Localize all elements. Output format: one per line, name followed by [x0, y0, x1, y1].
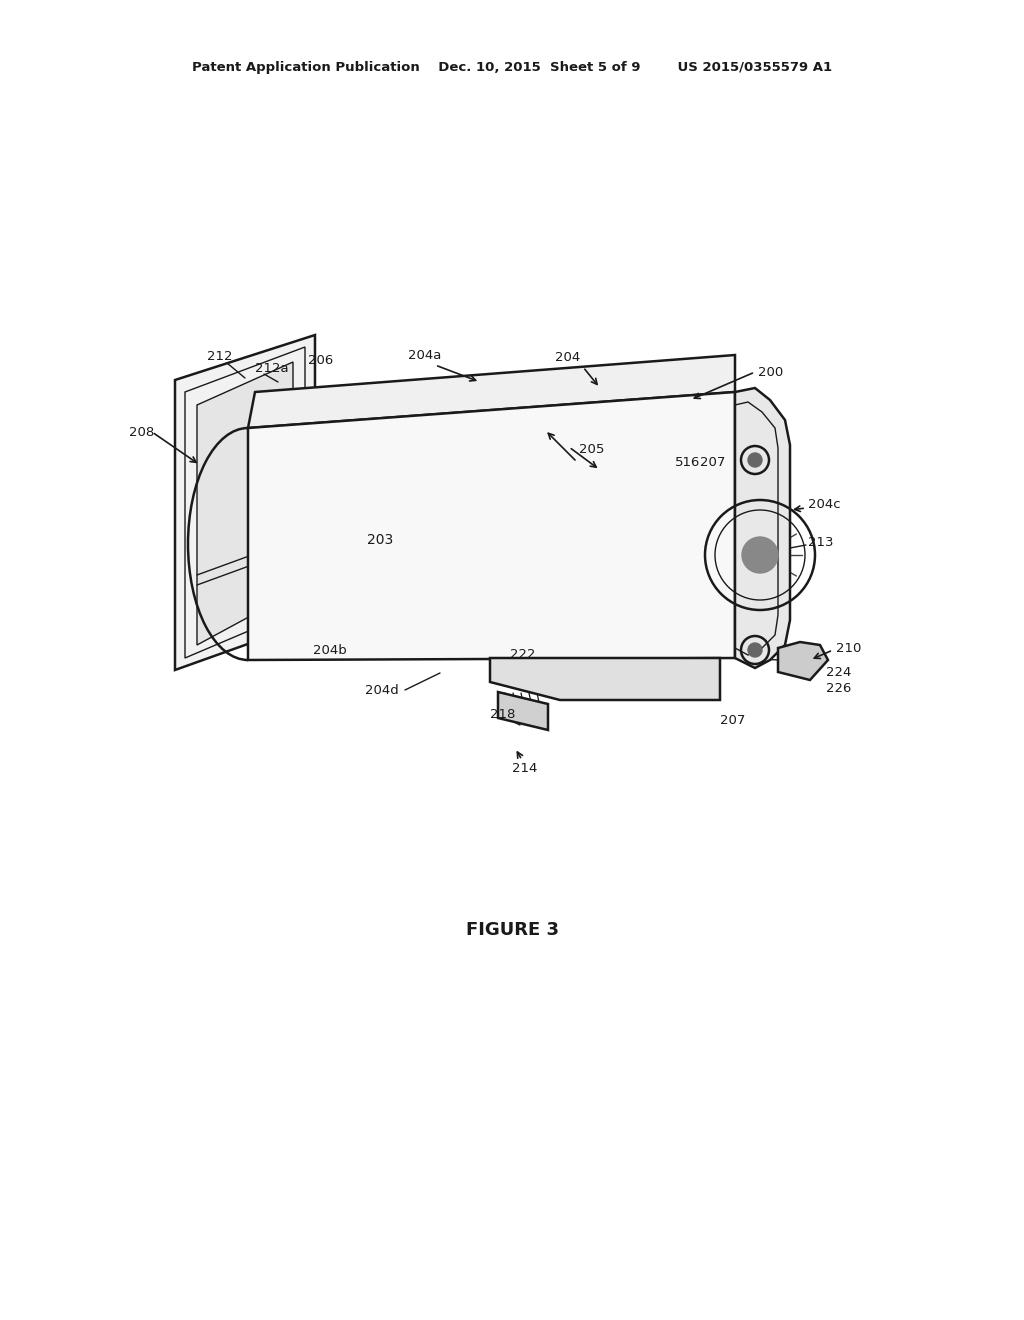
Text: 214: 214 — [512, 762, 538, 775]
Polygon shape — [498, 692, 548, 730]
Text: 212a: 212a — [255, 362, 289, 375]
Text: 212: 212 — [207, 351, 232, 363]
Circle shape — [748, 643, 762, 657]
Circle shape — [742, 537, 778, 573]
Polygon shape — [778, 642, 828, 680]
Text: 224: 224 — [826, 665, 851, 678]
Polygon shape — [197, 362, 293, 645]
Text: 200: 200 — [758, 366, 783, 379]
Text: 203: 203 — [367, 533, 393, 546]
Polygon shape — [490, 657, 720, 700]
Text: 206: 206 — [308, 354, 333, 367]
Text: FIGURE 3: FIGURE 3 — [466, 921, 558, 939]
Text: 207: 207 — [700, 455, 725, 469]
Text: 226: 226 — [826, 681, 851, 694]
Text: 208: 208 — [129, 425, 155, 438]
Text: 213: 213 — [808, 536, 834, 549]
Text: 516: 516 — [675, 457, 700, 470]
Text: 222: 222 — [510, 648, 536, 661]
Text: 204: 204 — [555, 351, 581, 364]
Text: 207: 207 — [720, 714, 745, 726]
Text: 218: 218 — [490, 709, 516, 722]
Circle shape — [748, 453, 762, 467]
Text: 204c: 204c — [808, 499, 841, 511]
Polygon shape — [248, 392, 735, 660]
Text: 204b: 204b — [313, 644, 347, 656]
Polygon shape — [175, 335, 315, 671]
Text: 204a: 204a — [409, 348, 441, 362]
Polygon shape — [735, 388, 790, 668]
Text: 210: 210 — [836, 642, 861, 655]
Text: Patent Application Publication    Dec. 10, 2015  Sheet 5 of 9        US 2015/035: Patent Application Publication Dec. 10, … — [191, 62, 833, 74]
Polygon shape — [248, 355, 735, 428]
Text: 205: 205 — [579, 444, 604, 455]
Text: 204d: 204d — [366, 684, 399, 697]
